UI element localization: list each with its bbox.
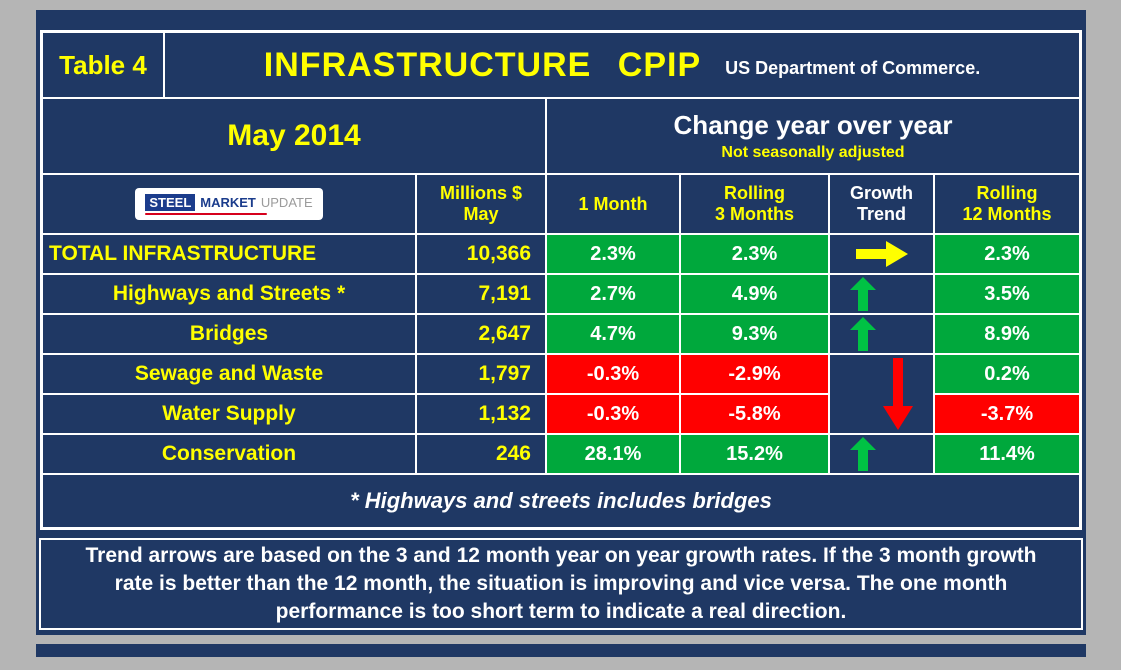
pct-rolling12: 3.5% xyxy=(935,275,1079,313)
source-label: US Department of Commerce. xyxy=(725,58,981,78)
pct-rolling3: 9.3% xyxy=(681,315,828,353)
pct-rolling12: 11.4% xyxy=(935,435,1079,473)
row-label-bridges: Bridges xyxy=(43,315,415,353)
logo-word-market: MARKET xyxy=(200,195,256,210)
pct-1month: 2.3% xyxy=(547,235,679,273)
row-label-sewage-waste: Sewage and Waste xyxy=(43,355,415,393)
page-title: INFRASTRUCTURE CPIP xyxy=(263,45,702,84)
title-bar: INFRASTRUCTURE CPIP US Department of Com… xyxy=(165,33,1079,97)
col-header-rolling3-line1: Rolling xyxy=(724,183,785,203)
pct-rolling12: 2.3% xyxy=(935,235,1079,273)
change-header: Change year over year Not seasonally adj… xyxy=(547,99,1079,173)
pct-1month: 2.7% xyxy=(547,275,679,313)
report-panel: Table 4 INFRASTRUCTURE CPIP US Departmen… xyxy=(36,10,1086,635)
millions-value: 10,366 xyxy=(417,235,545,273)
col-header-millions: Millions $ May xyxy=(417,175,545,233)
growth-trend-cell xyxy=(830,435,933,473)
table-number-label: Table 4 xyxy=(43,33,163,97)
seasonal-note: Not seasonally adjusted xyxy=(721,144,905,161)
millions-value: 246 xyxy=(417,435,545,473)
col-header-rolling3: Rolling 3 Months xyxy=(681,175,828,233)
steel-market-update-logo: STEEL MARKET UPDATE xyxy=(135,188,323,220)
pct-rolling12: 0.2% xyxy=(935,355,1079,393)
pct-1month: 28.1% xyxy=(547,435,679,473)
pct-1month: 4.7% xyxy=(547,315,679,353)
trend-explanation-note: Trend arrows are based on the 3 and 12 m… xyxy=(39,538,1083,630)
note-line-2: rate is better than the 12 month, the si… xyxy=(114,572,1008,595)
col-header-growth-trend-line1: Growth xyxy=(850,183,913,203)
logo-swoosh-icon xyxy=(145,213,268,215)
growth-trend-cell-merged xyxy=(830,355,933,433)
growth-trend-cell xyxy=(830,315,933,353)
note-line-3: performance is too short term to indicat… xyxy=(275,600,847,623)
millions-value: 1,797 xyxy=(417,355,545,393)
logo-word-update: UPDATE xyxy=(260,195,313,210)
trend-up-icon xyxy=(849,277,876,311)
col-header-growth-trend: Growth Trend xyxy=(830,175,933,233)
row-label-total-infrastructure: TOTAL INFRASTRUCTURE xyxy=(43,235,415,273)
col-header-millions-line2: May xyxy=(463,204,499,224)
col-header-rolling3-line2: 3 Months xyxy=(715,204,794,224)
infrastructure-cpip-table: Table 4 INFRASTRUCTURE CPIP US Departmen… xyxy=(40,30,1082,530)
pct-1month: -0.3% xyxy=(547,395,679,433)
bottom-navy-strip xyxy=(36,644,1086,657)
pct-rolling3: 15.2% xyxy=(681,435,828,473)
col-header-millions-line1: Millions $ xyxy=(439,183,522,203)
growth-trend-cell xyxy=(830,235,933,273)
growth-trend-cell xyxy=(830,275,933,313)
pct-rolling3: -2.9% xyxy=(681,355,828,393)
pct-1month: -0.3% xyxy=(547,355,679,393)
pct-rolling3: 2.3% xyxy=(681,235,828,273)
col-header-rolling12-line1: Rolling xyxy=(976,183,1038,203)
pct-rolling3: -5.8% xyxy=(681,395,828,433)
pct-rolling3: 4.9% xyxy=(681,275,828,313)
col-header-rolling12: Rolling 12 Months xyxy=(935,175,1079,233)
logo-cell: STEEL MARKET UPDATE xyxy=(43,175,415,233)
table-footnote: * Highways and streets includes bridges xyxy=(43,475,1079,527)
millions-value: 7,191 xyxy=(417,275,545,313)
trend-down-icon xyxy=(882,358,913,430)
pct-rolling12: -3.7% xyxy=(935,395,1079,433)
row-label-highways-streets: Highways and Streets * xyxy=(43,275,415,313)
pct-rolling12: 8.9% xyxy=(935,315,1079,353)
col-header-1month: 1 Month xyxy=(547,175,679,233)
trend-up-icon xyxy=(849,437,876,471)
millions-value: 1,132 xyxy=(417,395,545,433)
col-header-rolling12-line2: 12 Months xyxy=(962,204,1052,224)
note-line-1: Trend arrows are based on the 3 and 12 m… xyxy=(85,544,1037,567)
row-label-water-supply: Water Supply xyxy=(43,395,415,433)
millions-value: 2,647 xyxy=(417,315,545,353)
logo-word-steel: STEEL xyxy=(145,194,196,211)
row-label-conservation: Conservation xyxy=(43,435,415,473)
col-header-growth-trend-line2: Trend xyxy=(856,204,906,224)
trend-up-icon xyxy=(849,317,876,351)
change-title: Change year over year xyxy=(673,110,953,140)
period-label: May 2014 xyxy=(43,99,545,173)
trend-flat-icon xyxy=(855,241,908,267)
